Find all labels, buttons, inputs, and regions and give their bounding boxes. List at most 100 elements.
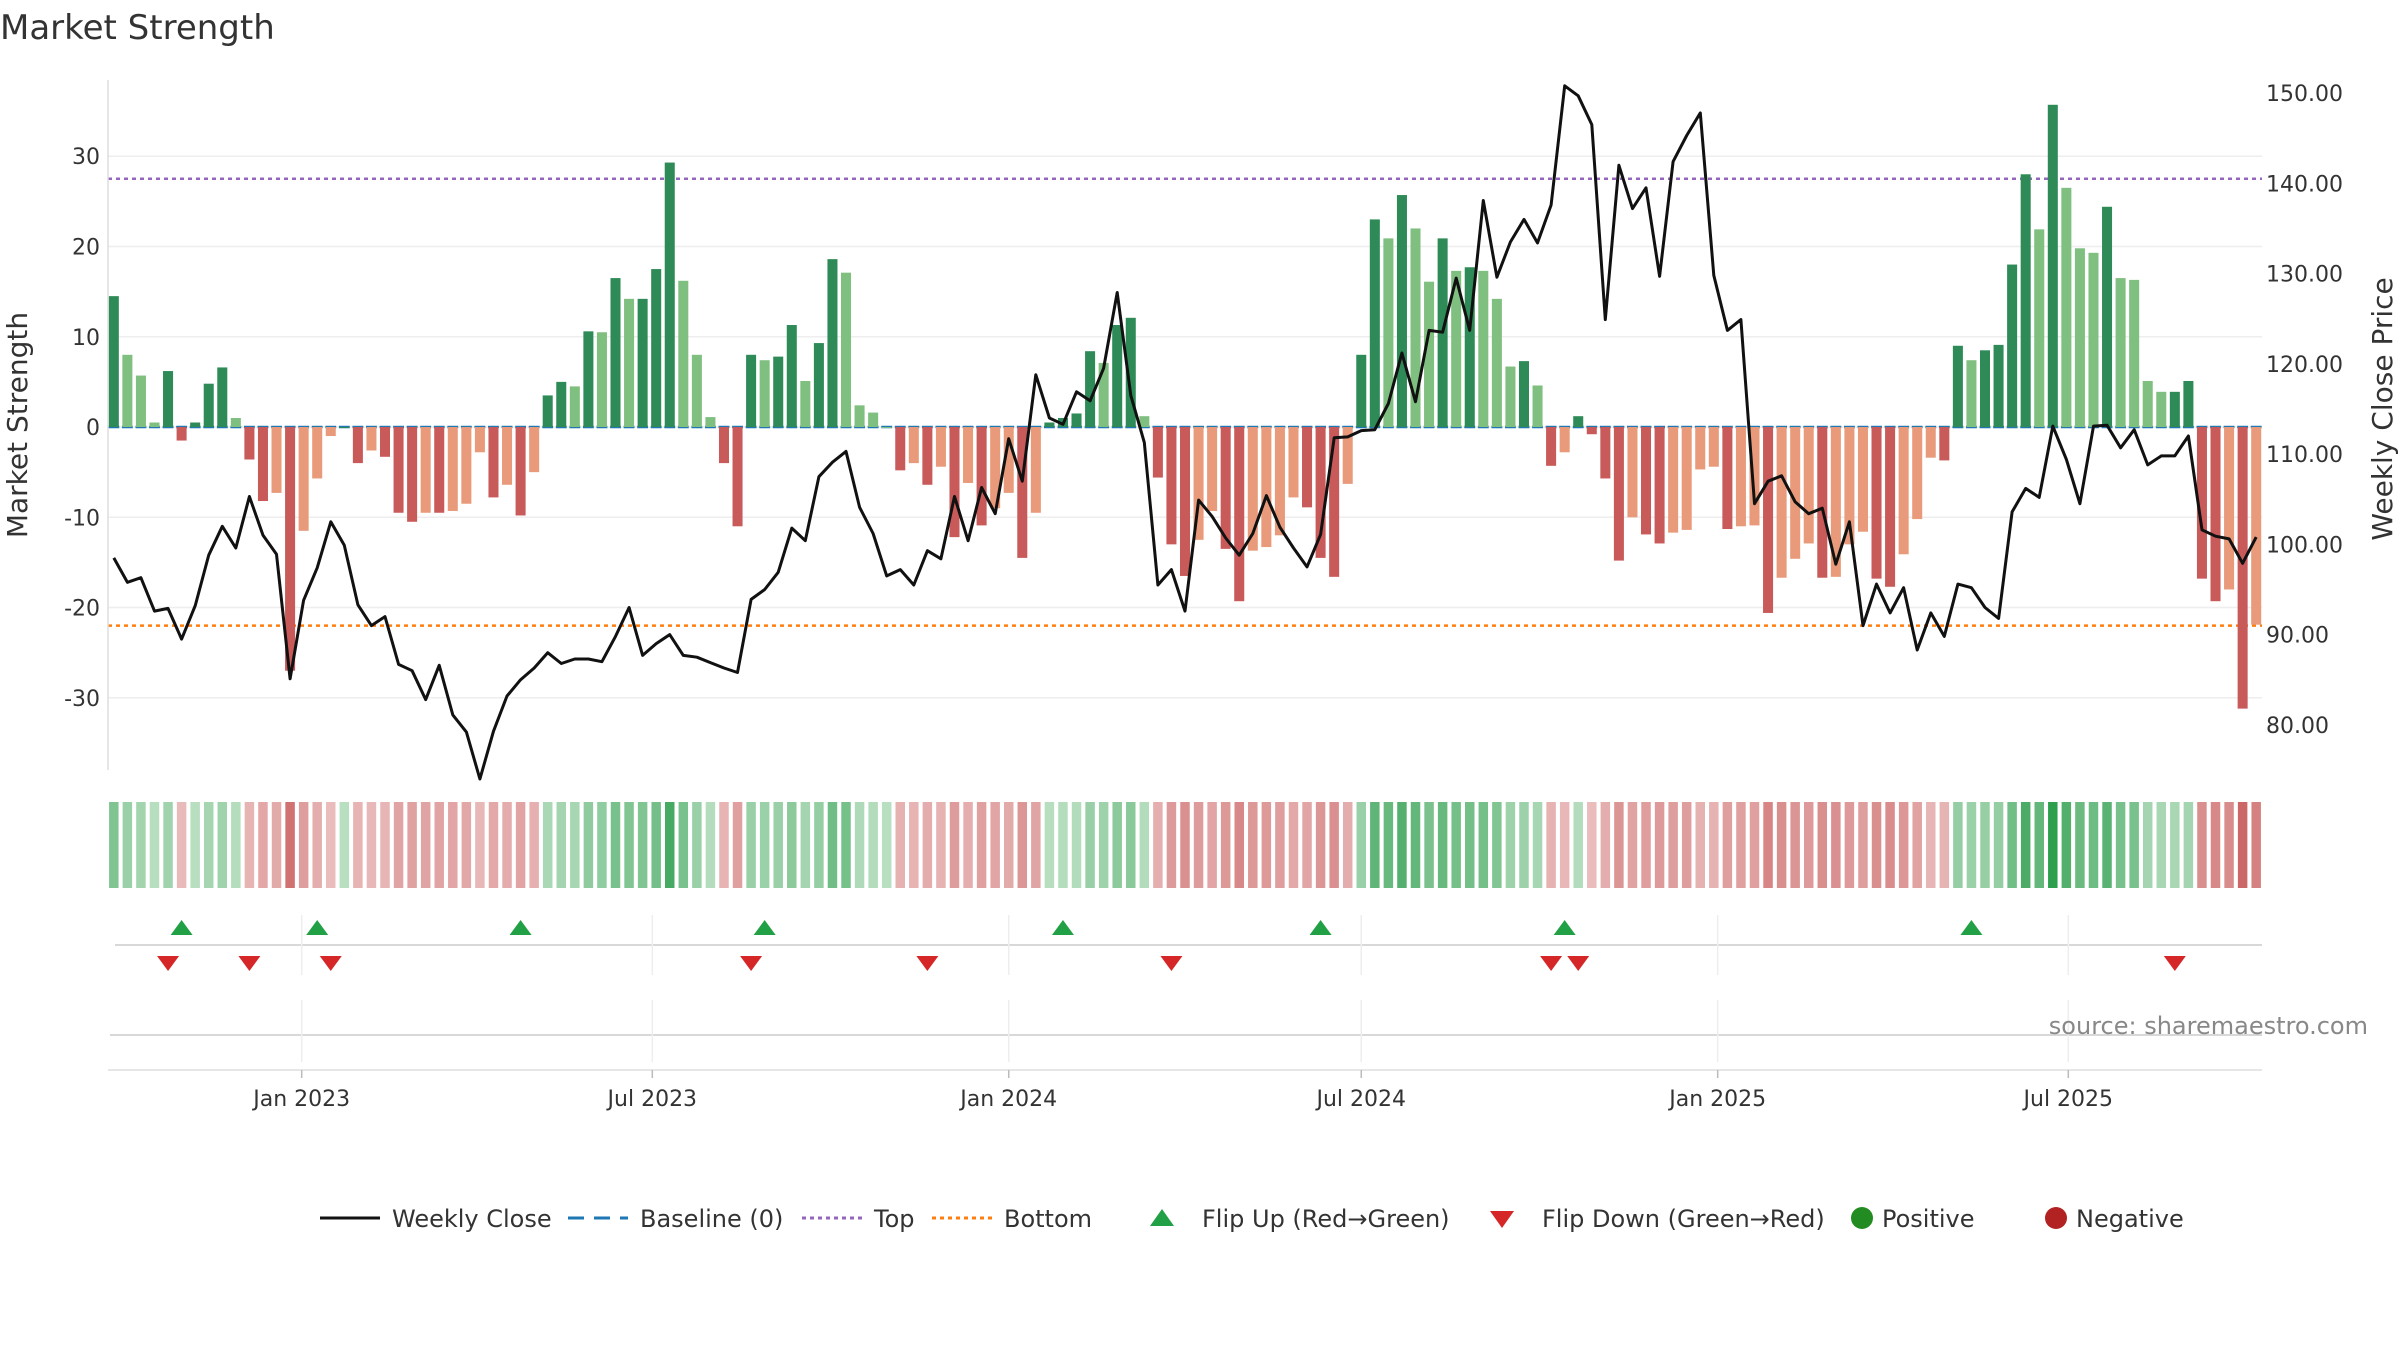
heatmap-cell [2115,802,2126,888]
y2-tick-label: 80.00 [2266,714,2329,739]
heatmap-cell [705,802,716,888]
heatmap-cell [203,802,214,888]
heatmap-cell [122,802,133,888]
strength-bar [678,280,689,428]
flip-up-marker [306,920,329,935]
heatmap-cell [1803,802,1814,888]
heatmap-cell [2007,802,2017,888]
heatmap-cell [678,802,689,888]
strength-bar [1424,281,1435,428]
legend-label: Flip Up (Red→Green) [1202,1205,1450,1233]
heatmap-cell [665,802,675,888]
heatmap-cell [1953,802,1963,888]
heatmap-cell [1695,802,1705,888]
heatmap-cell [1600,802,1611,888]
strength-bar [1274,427,1285,536]
strength-bar [257,427,268,502]
heatmap-cell [1478,802,1489,888]
heatmap-cell [1437,802,1448,888]
heatmap-cell [1980,802,1990,888]
heatmap-cell [1410,802,1421,888]
heatmap-cell [1844,802,1855,888]
heatmap-cell [190,802,200,888]
heatmap-cell [814,802,824,888]
legend-label: Positive [1882,1205,1975,1233]
strength-bar [1125,317,1136,428]
heatmap-cell [2210,802,2221,888]
strength-bar [908,427,919,464]
flip-down-marker [157,956,180,971]
flip-down-marker [2163,956,2186,971]
strength-bar [1763,427,1774,613]
heatmap-cell [2048,802,2058,888]
strength-bar [1790,427,1801,559]
strength-bar [2169,391,2180,428]
strength-bar [312,427,323,479]
heatmap-cell [420,802,431,888]
heatmap-cell [909,802,919,888]
heatmap-cell [2061,802,2072,888]
heatmap-cell [1356,802,1367,888]
heatmap-cell [1763,802,1773,888]
strength-bar [1478,270,1489,428]
x-tick-label: Jan 2024 [958,1087,1057,1112]
y-tick-label: 10 [72,326,100,351]
heatmap-cell [407,802,417,888]
strength-bar [1722,427,1733,530]
flip-down-marker [916,956,939,971]
heatmap-cell [298,802,309,888]
flip-down-marker [1160,956,1183,971]
heatmap-cell [1003,802,1014,888]
heatmap-cell [1817,802,1828,888]
heatmap-cell [285,802,295,888]
strength-bar [393,427,404,513]
heatmap-cell [1234,802,1244,888]
heatmap-cell [1044,802,1055,888]
heatmap-cell [637,802,648,888]
strength-bar [352,427,363,464]
strength-bar [732,427,743,527]
heatmap-cell [1722,802,1733,888]
heatmap-cell [1993,802,2004,888]
strength-bar [1261,427,1272,548]
strength-bar [800,380,811,428]
heatmap-cell [2237,802,2248,888]
strength-bar [895,427,906,471]
strength-bar [488,427,499,498]
heatmap-cell [1532,802,1543,888]
x-tick-label: Jan 2023 [251,1087,350,1112]
heatmap-cell [1424,802,1434,888]
heatmap-cell [380,802,390,888]
flip-up-marker [1309,920,1332,935]
strength-bar [1139,416,1150,428]
strength-bar [1546,427,1557,466]
heatmap-cell [556,802,567,888]
strength-bar [1857,427,1868,532]
strength-bar [2115,278,2126,428]
heatmap-cell [624,802,634,888]
y2-tick-label: 110.00 [2266,443,2343,468]
heatmap-cell [312,802,322,888]
heatmap-cell [475,802,485,888]
legend-item: Flip Down (Green→Red) [1490,1205,1825,1233]
strength-bar [502,427,513,485]
heatmap-cell [1275,802,1285,888]
heatmap-cell [1831,802,1841,888]
flip-up-marker [1553,920,1576,935]
heatmap-cell [1166,802,1177,888]
strength-bar [2129,279,2140,428]
strength-bar [420,427,431,513]
heatmap-cell [2156,802,2167,888]
heatmap-cell [1926,802,1936,888]
heatmap-cell [1288,802,1299,888]
y-tick-label: 0 [86,416,100,441]
heatmap-cell [1017,802,1028,888]
flip-down-marker [238,956,261,971]
heatmap-cell [217,802,228,888]
legend-circle-icon [2045,1207,2067,1229]
heatmap-cell [1898,802,1909,888]
strength-bar [529,427,540,473]
heatmap-cell [1342,802,1353,888]
flip-up-marker [509,920,532,935]
